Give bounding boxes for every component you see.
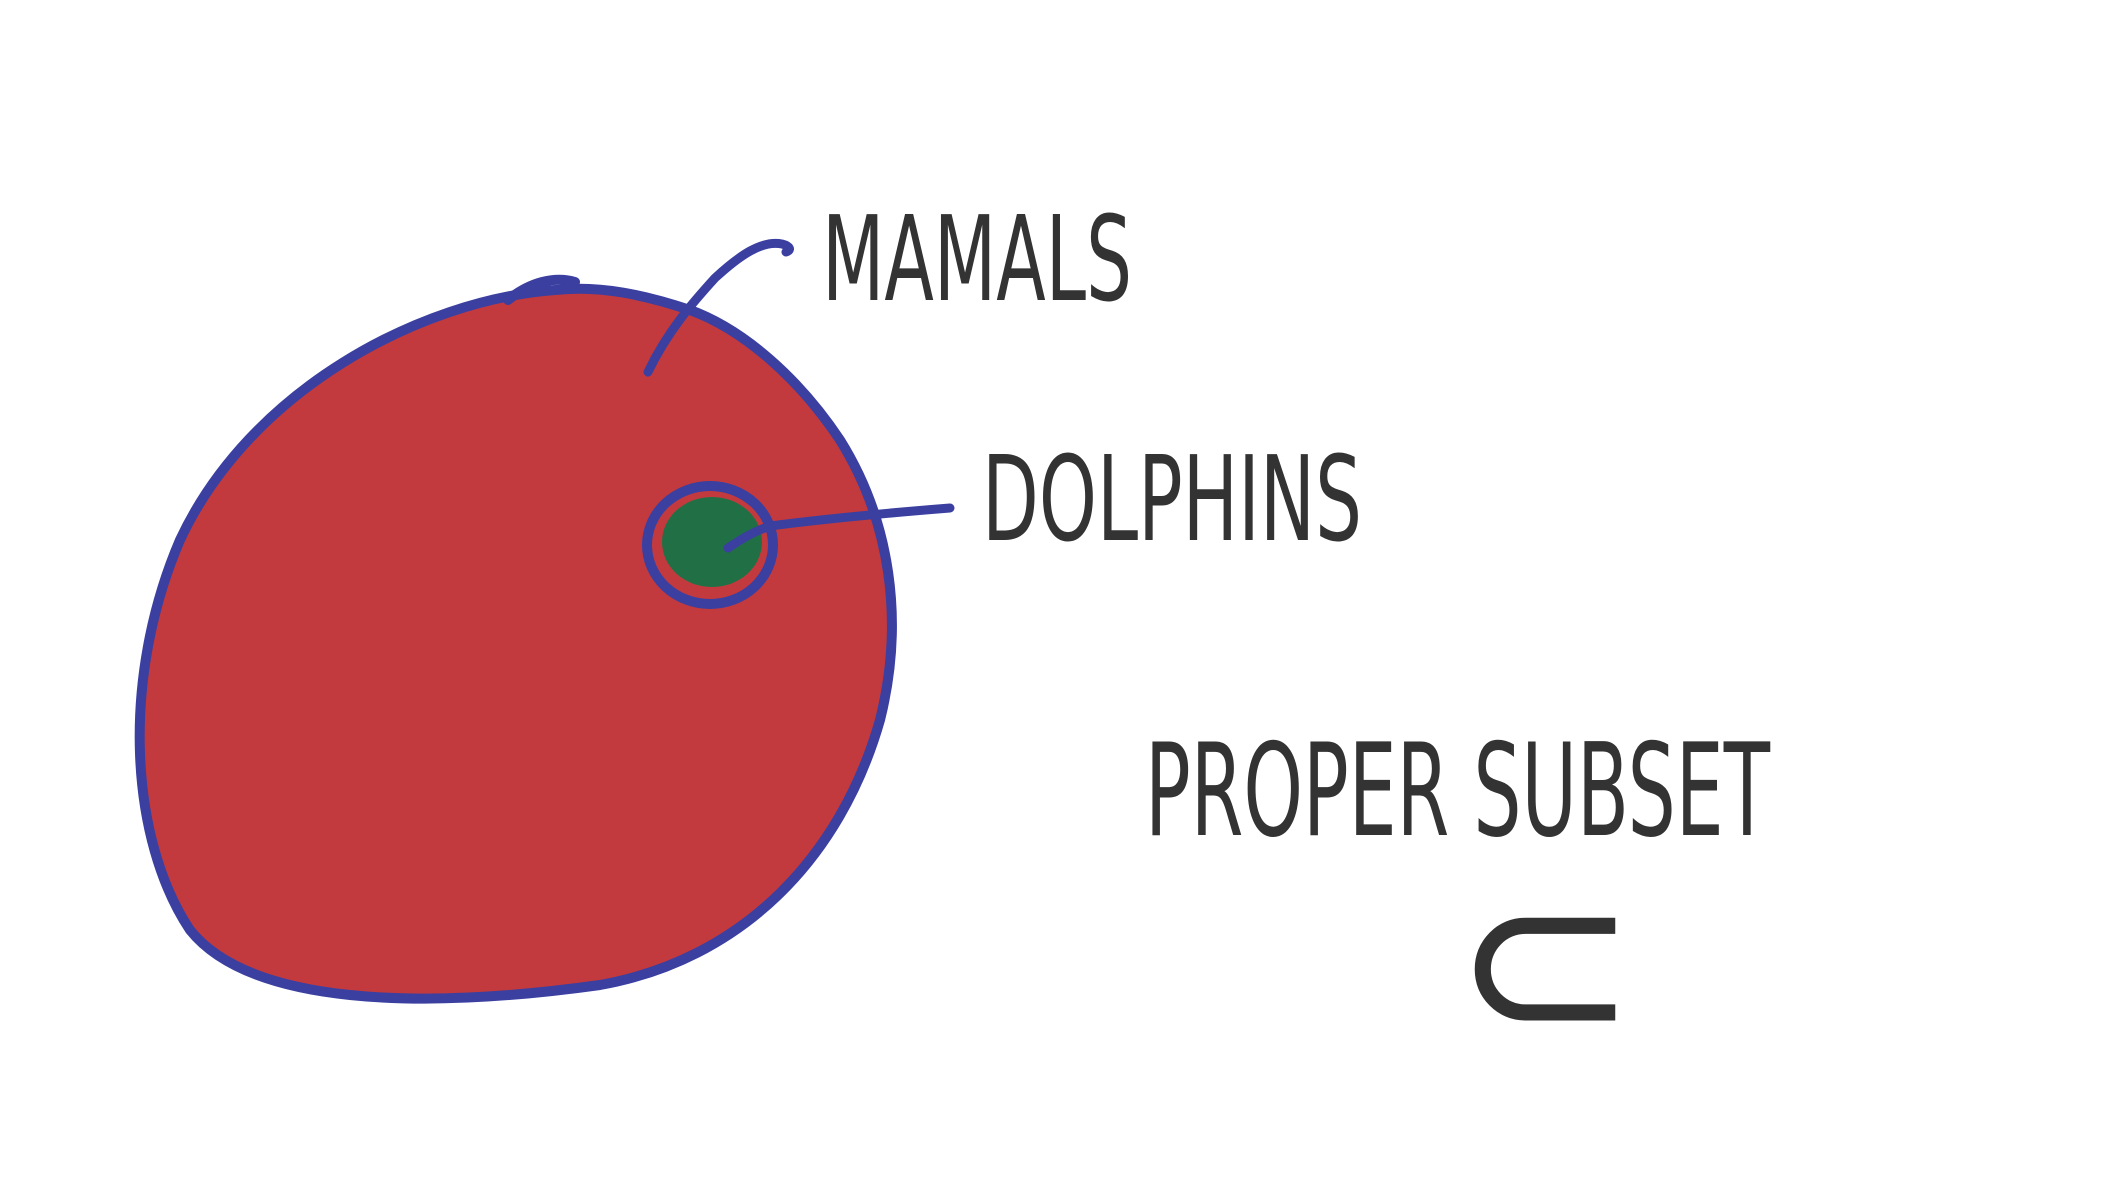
mammals-label: MAMALS: [822, 190, 1132, 328]
mammals-set-blob: [134, 283, 897, 1004]
mammals-outline-overlap: [503, 274, 580, 305]
dolphins-set-outline: [642, 481, 778, 609]
relation-name-label: PROPER SUBSET: [1145, 717, 1770, 866]
dolphins-label: DOLPHINS: [982, 430, 1362, 568]
dolphins-set-blob: [662, 497, 762, 587]
proper-subset-symbol: ⊂: [1453, 834, 1637, 1090]
mammals-leader-line: [643, 238, 794, 377]
dolphins-leader-line: [723, 503, 955, 553]
